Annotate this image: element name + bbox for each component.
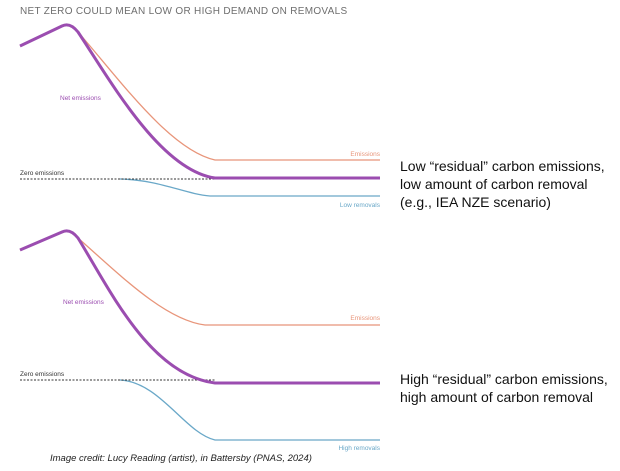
removals-curve — [119, 178, 380, 197]
emissions-label: Emissions — [350, 315, 380, 322]
emissions-curve — [19, 24, 380, 161]
net-emissions-label: Net emissions — [60, 95, 102, 102]
zero-emissions-label: Zero emissions — [20, 371, 65, 378]
image-credit: Image credit: Lucy Reading (artist), in … — [50, 453, 312, 464]
emissions-label: Emissions — [350, 151, 380, 158]
removals-label: High removals — [338, 445, 380, 452]
removals-curve — [119, 379, 380, 441]
description-line: (e.g., IEA NZE scenario) — [400, 194, 551, 210]
emissions-curve — [19, 230, 380, 326]
slide-title: NET ZERO COULD MEAN LOW OR HIGH DEMAND O… — [20, 6, 348, 17]
high-removals-description: High “residual” carbon emissions, high a… — [400, 370, 608, 406]
net-emissions-curve — [19, 229, 380, 385]
description-line: High “residual” carbon emissions, — [400, 371, 608, 387]
description-line: low amount of carbon removal — [400, 176, 588, 192]
net-emissions-curve — [19, 23, 380, 180]
removals-label: Low removals — [340, 202, 381, 209]
panel-high-removals: Zero emissions Net emissions Emissions H… — [19, 229, 381, 452]
low-removals-description: Low “residual” carbon emissions, low amo… — [400, 157, 605, 211]
zero-emissions-label: Zero emissions — [20, 170, 65, 177]
description-line: Low “residual” carbon emissions, — [400, 158, 605, 174]
net-emissions-label: Net emissions — [63, 299, 105, 306]
panel-low-removals: Zero emissions Net emissions Emissions L… — [19, 23, 381, 209]
description-line: high amount of carbon removal — [400, 389, 593, 405]
